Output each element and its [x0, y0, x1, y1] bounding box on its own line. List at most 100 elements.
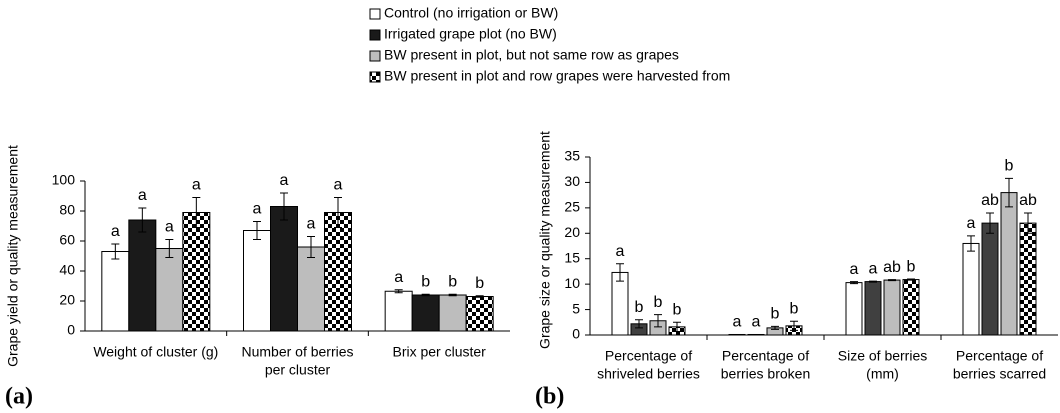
significance-label: a [850, 261, 859, 278]
error-bar [635, 319, 643, 329]
significance-label: a [733, 314, 742, 331]
significance-label: a [138, 187, 147, 204]
y-tick-label: 80 [59, 202, 75, 218]
bar [411, 294, 440, 332]
error-bar [869, 280, 877, 283]
legend-swatch [369, 29, 381, 41]
significance-label: b [421, 273, 430, 290]
error-bar [475, 295, 484, 298]
y-axis-label: Grape yield or quality measurement [5, 145, 21, 367]
bar [845, 282, 863, 336]
error-bar [907, 278, 915, 281]
error-bar [192, 197, 201, 228]
legend-swatch [369, 50, 381, 62]
error-bar [1005, 177, 1013, 208]
y-tick-label: 10 [564, 275, 580, 291]
panel-label: (b) [535, 384, 564, 410]
panel-label: (a) [5, 384, 33, 410]
y-tick-label: 5 [572, 300, 580, 316]
significance-label: a [334, 177, 343, 194]
legend-label: Control (no irrigation or BW) [384, 5, 558, 21]
significance-label: b [475, 275, 484, 292]
significance-label: b [448, 273, 457, 290]
error-bar [1024, 212, 1032, 234]
significance-label: a [253, 201, 262, 218]
significance-label: b [771, 306, 780, 323]
bar [384, 290, 413, 332]
error-bar [790, 320, 798, 331]
y-tick-label: 60 [59, 232, 75, 248]
legend-label: Irrigated grape plot (no BW) [384, 26, 557, 42]
error-bar [654, 314, 662, 328]
x-tick-label: (mm) [866, 366, 899, 382]
y-tick-label: 40 [59, 262, 75, 278]
significance-label: a [616, 243, 625, 260]
y-tick-label: 20 [59, 292, 75, 308]
x-tick-label: berries broken [721, 366, 811, 382]
significance-label: ab [981, 192, 999, 209]
significance-label: b [1005, 158, 1014, 175]
significance-label: a [165, 219, 174, 236]
error-bar [616, 263, 624, 282]
error-bar [448, 293, 457, 297]
error-bar [253, 221, 261, 240]
x-tick-label: Percentage of [722, 348, 809, 364]
error-bar [986, 212, 994, 234]
y-tick-label: 30 [564, 173, 580, 189]
significance-label: ab [1019, 192, 1037, 209]
significance-label: a [967, 215, 976, 232]
bar [883, 279, 901, 336]
significance-label: b [790, 300, 799, 317]
error-bar [888, 279, 896, 282]
error-bar [307, 236, 315, 258]
significance-label: a [192, 177, 201, 194]
bar [101, 251, 130, 332]
bar [981, 222, 999, 336]
error-bar [421, 293, 430, 297]
error-bar [673, 321, 681, 332]
significance-label: b [673, 302, 682, 319]
y-tick-label: 0 [572, 326, 580, 342]
significance-label: b [635, 299, 644, 316]
x-tick-label: Percentage of [605, 348, 692, 364]
bar [1019, 222, 1037, 336]
bar [864, 281, 882, 336]
bar [1000, 192, 1018, 336]
bar [297, 246, 325, 332]
bar [243, 230, 271, 332]
significance-label: a [111, 223, 120, 240]
significance-label: a [280, 172, 289, 189]
bar [465, 296, 494, 332]
error-bar [165, 239, 174, 258]
bar [962, 242, 980, 336]
x-tick-label: Size of berries [838, 348, 927, 364]
y-tick-label: 100 [52, 172, 76, 188]
bar [902, 279, 920, 336]
y-axis-label: Grape size or quality measurement [537, 131, 553, 349]
error-bar [850, 281, 858, 285]
y-tick-label: 15 [564, 249, 580, 265]
x-tick-label: berries scarred [953, 366, 1046, 382]
y-tick-label: 20 [564, 224, 580, 240]
significance-label: ab [883, 259, 901, 276]
y-tick-label: 25 [564, 199, 580, 215]
x-tick-label: Number of berries [241, 344, 353, 360]
significance-label: a [869, 260, 878, 277]
error-bar [280, 192, 288, 221]
significance-label: a [752, 314, 761, 331]
error-bar [967, 235, 975, 252]
x-tick-label: Percentage of [956, 348, 1043, 364]
error-bar [771, 325, 779, 330]
y-tick-label: 35 [564, 148, 580, 164]
significance-label: b [654, 294, 663, 311]
legend-label: BW present in plot and row grapes were h… [384, 68, 730, 84]
significance-label: b [907, 258, 916, 275]
error-bar [111, 243, 120, 260]
x-tick-label: Weight of cluster (g) [93, 344, 218, 360]
bar [611, 271, 629, 336]
bar [155, 248, 184, 332]
x-tick-label: per cluster [265, 362, 331, 378]
significance-label: a [394, 269, 403, 286]
error-bar [138, 207, 147, 233]
